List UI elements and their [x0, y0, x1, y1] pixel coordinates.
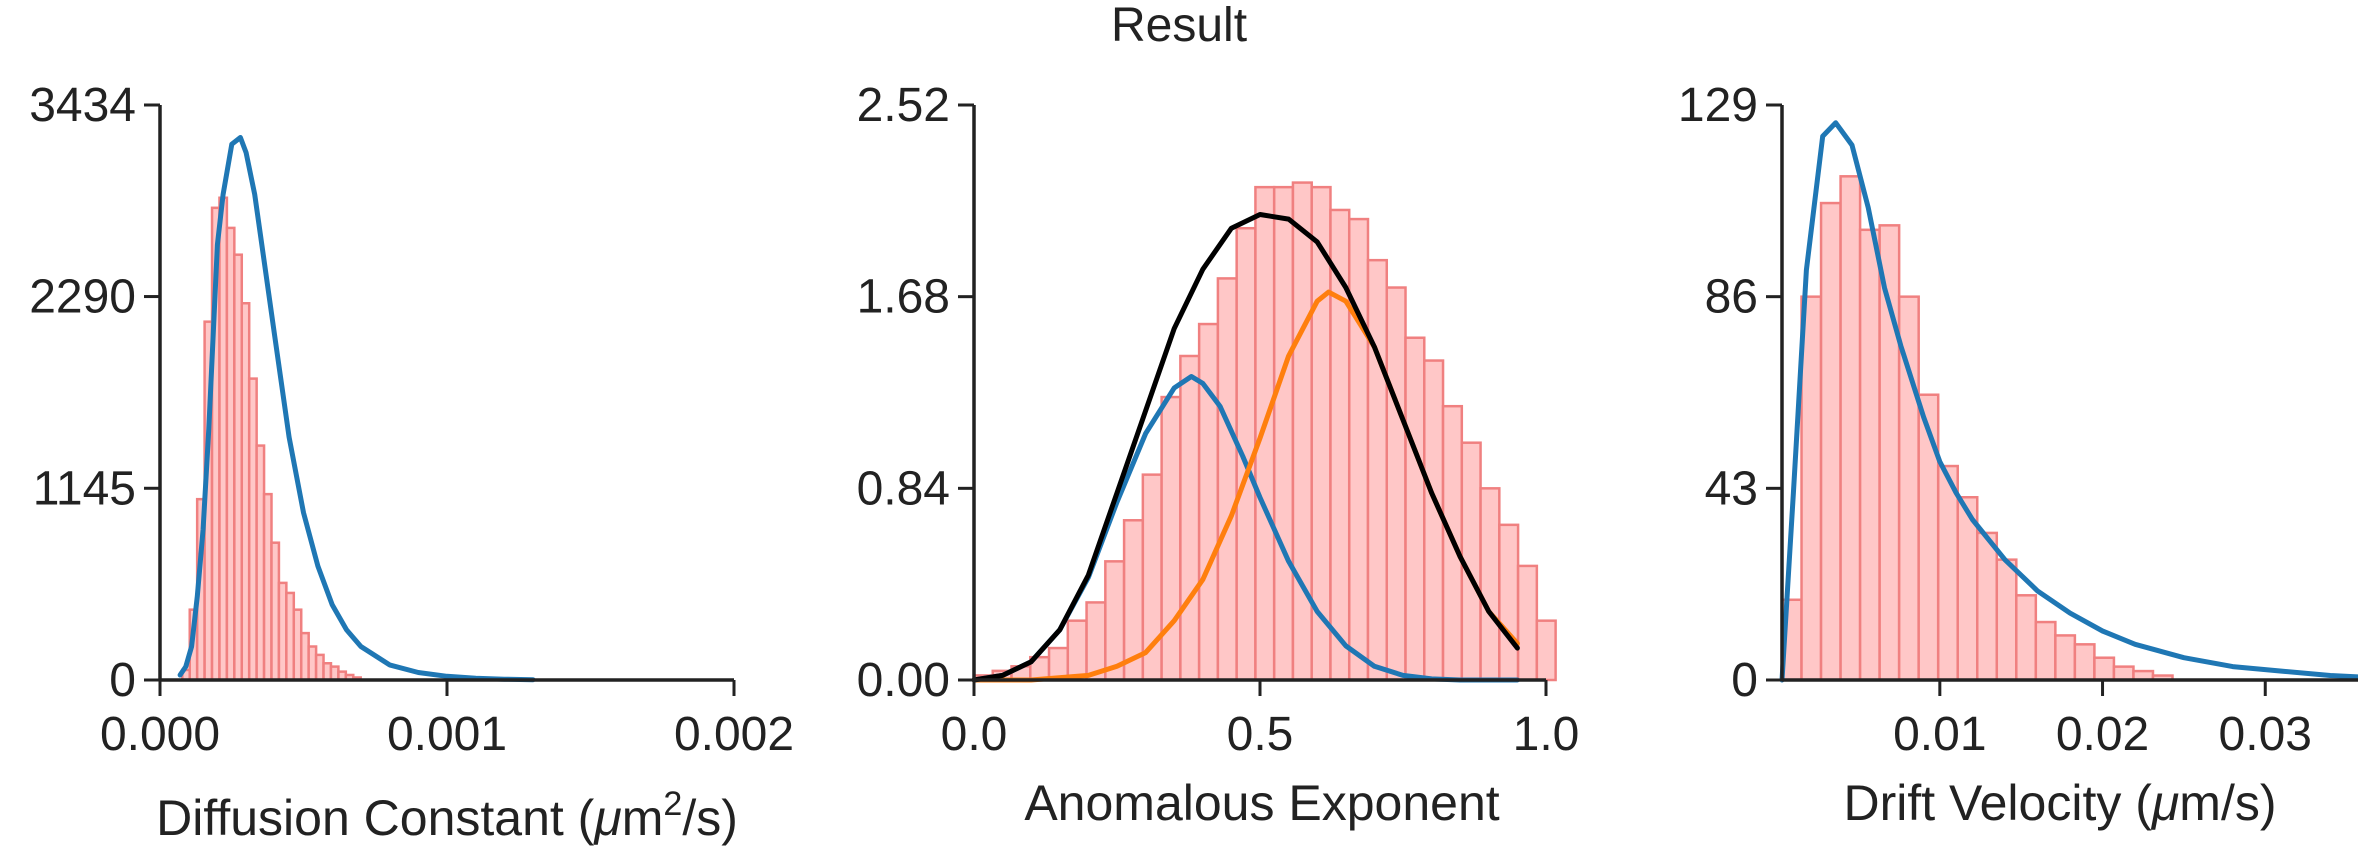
x-tick-label: 0.0 — [941, 708, 1008, 761]
axes: 0.00 0.84 1.68 2.52 0.0 0.5 1.0 — [857, 79, 1580, 761]
histogram-bar — [1366, 258, 1389, 682]
histogram-bar — [1347, 217, 1370, 682]
histogram-bar — [2015, 594, 2038, 682]
y-tick-label: 2.52 — [857, 79, 950, 132]
drift-velocity-panel: 0 43 86 129 0.01 0.02 0.03 Drift Velocity (μm/… — [1678, 79, 2358, 831]
histogram-bar — [1878, 224, 1901, 682]
x-axis-label: Anomalous Exponent — [1024, 775, 1499, 831]
histogram-bar — [1995, 558, 2018, 682]
histogram-bar — [2093, 656, 2116, 682]
x-axis-label: Diffusion Constant (μm2/s) — [156, 785, 738, 846]
axes: 0 43 86 129 0.01 0.02 0.03 — [1678, 79, 2358, 761]
y-tick-label: 86 — [1705, 271, 1758, 324]
y-tick-label: 0.84 — [857, 462, 950, 515]
histogram-bar — [1272, 185, 1295, 682]
histogram-bar — [1839, 175, 1862, 682]
y-tick-label: 2290 — [29, 271, 136, 324]
histogram-bar — [1291, 181, 1313, 682]
histogram-bar — [1066, 619, 1088, 682]
histogram-bar — [1535, 619, 1557, 682]
histogram-bar — [2054, 634, 2077, 682]
x-axis-label: Drift Velocity (μm/s) — [1843, 775, 2276, 831]
diffusion-constant-panel: 0 1145 2290 3434 0.000 0.001 0.002 Diffusion C… — [29, 79, 794, 846]
y-tick-label: 0 — [109, 654, 136, 707]
fit-curves — [177, 135, 536, 683]
histogram-bar — [1936, 464, 1959, 682]
histogram-bar — [1976, 531, 1999, 682]
histogram-bar — [1498, 523, 1520, 682]
histogram-bar — [1479, 487, 1501, 682]
histogram-bar — [1423, 359, 1445, 682]
histogram-bar — [1197, 322, 1220, 682]
histogram-bar — [1160, 395, 1182, 682]
fit-curves — [1779, 120, 2358, 683]
y-tick-label: 129 — [1678, 79, 1758, 132]
x-tick-label: 0.5 — [1227, 708, 1294, 761]
x-tick-label: 0.001 — [387, 708, 507, 761]
histogram-bar — [1216, 277, 1238, 682]
x-tick-label: 0.000 — [100, 708, 220, 761]
blue-fit-curve — [177, 135, 536, 683]
axes: 0 1145 2290 3434 0.000 0.001 0.002 — [29, 79, 794, 761]
histogram-bar — [1179, 354, 1201, 682]
black-fit-curve — [971, 212, 1520, 683]
x-tick-label: 0.002 — [674, 708, 794, 761]
histogram-bar — [1858, 228, 1881, 682]
blue-fit-curve — [1779, 120, 2358, 683]
histogram-bar — [1800, 295, 1823, 682]
anomalous-exponent-panel: 0.00 0.84 1.68 2.52 0.0 0.5 1.0 Anomalous Expo… — [857, 79, 1580, 831]
y-tick-label: 0 — [1731, 654, 1758, 707]
histogram-bar — [2034, 620, 2057, 682]
x-tick-label: 0.01 — [1893, 708, 1986, 761]
fit-curves — [971, 212, 1520, 683]
y-tick-label: 1145 — [33, 462, 136, 515]
y-tick-label: 43 — [1705, 462, 1758, 515]
y-tick-label: 1.68 — [857, 271, 950, 324]
y-tick-label: 3434 — [29, 79, 136, 132]
figure-title: Result — [1110, 0, 1248, 52]
histogram-bar — [1385, 286, 1407, 682]
x-tick-label: 1.0 — [1513, 708, 1580, 761]
histogram-bars — [1780, 175, 2174, 682]
histogram-bar — [1819, 201, 1842, 682]
histogram-bar — [2073, 643, 2096, 682]
histogram-bar — [1254, 185, 1276, 682]
y-tick-label: 0.00 — [857, 654, 950, 707]
histogram-bar — [1516, 564, 1539, 682]
x-tick-label: 0.02 — [2056, 708, 2149, 761]
histogram-bar — [2112, 665, 2135, 682]
histogram-bar — [1404, 336, 1426, 682]
x-tick-label: 0.03 — [2219, 708, 2312, 761]
